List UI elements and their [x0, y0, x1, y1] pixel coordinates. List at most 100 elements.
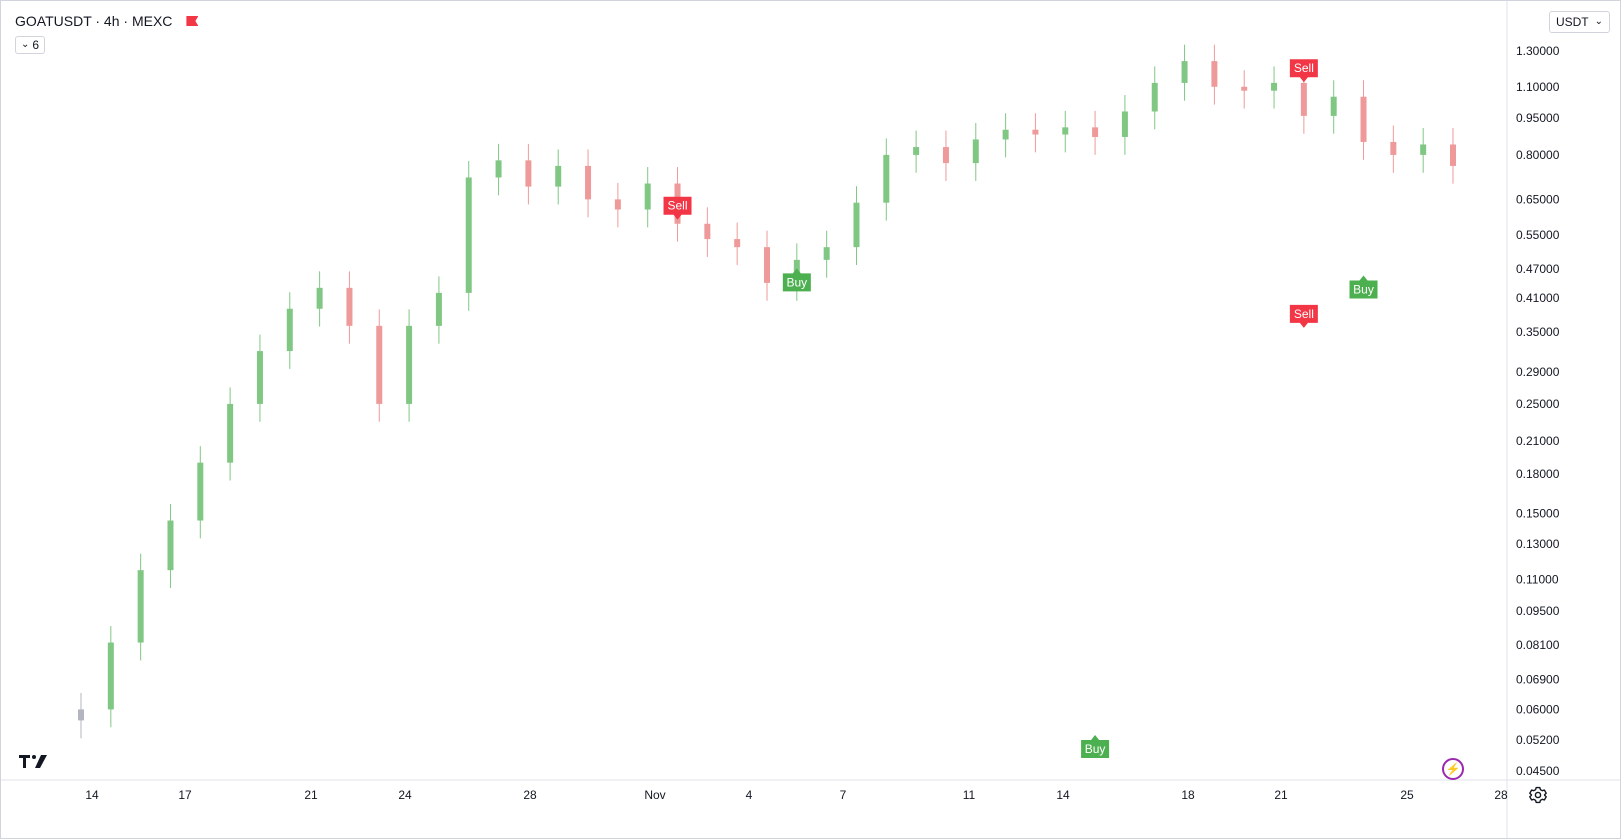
time-axis-label: 17	[178, 788, 192, 802]
time-axis-label: 28	[1494, 788, 1508, 802]
candle-body	[972, 139, 979, 164]
sell-signal-label: Sell	[1294, 307, 1314, 321]
price-axis-label: 0.04500	[1516, 764, 1560, 778]
price-axis-label: 0.35000	[1516, 325, 1560, 339]
price-axis-label: 0.21000	[1516, 434, 1560, 448]
candle-body	[107, 642, 114, 710]
candle-body	[1390, 141, 1397, 155]
buy-signal-label: Buy	[786, 275, 807, 289]
price-axis-label: 0.15000	[1516, 506, 1560, 520]
time-axis-label: 18	[1181, 788, 1195, 802]
price-axis-label: 0.25000	[1516, 397, 1560, 411]
candle-body	[734, 239, 741, 248]
candle-body	[1300, 82, 1307, 116]
buy-signal-marker[interactable]	[1349, 275, 1378, 299]
indicator-toggle-button[interactable]: ⌄ 6	[15, 36, 46, 54]
time-axis-label: 24	[398, 788, 412, 802]
sell-signal-marker[interactable]	[1289, 59, 1318, 83]
price-axis-label: 0.11000	[1516, 573, 1559, 587]
candle-body	[346, 287, 353, 326]
candle-body	[1450, 144, 1456, 166]
candle-body	[1121, 111, 1128, 137]
price-axis-label: 0.18000	[1516, 467, 1560, 481]
buy-signal-label: Buy	[1085, 742, 1106, 756]
time-axis-label: 14	[1056, 788, 1070, 802]
price-axis-label: 0.05200	[1516, 733, 1560, 747]
candle-body	[1420, 144, 1427, 155]
time-axis-label: 21	[304, 788, 318, 802]
chevron-down-icon: ⌄	[21, 39, 30, 50]
chevron-down-icon: ⌄	[1594, 16, 1603, 27]
sell-signal-label: Sell	[668, 199, 688, 213]
buy-signal-label: Buy	[1353, 282, 1374, 296]
candle-body	[853, 202, 860, 248]
indicator-count: 6	[32, 38, 40, 52]
candle-body	[256, 351, 263, 404]
tradingview-logo-icon[interactable]	[17, 752, 49, 770]
time-axis-label: Nov	[644, 788, 665, 802]
time-axis-label: 25	[1400, 788, 1414, 802]
candle-body	[1181, 61, 1188, 83]
price-axis-label: 0.80000	[1516, 148, 1560, 162]
price-axis-label: 0.09500	[1516, 604, 1560, 618]
candle-body	[525, 160, 532, 187]
candle-body	[316, 287, 323, 309]
candle-body	[227, 403, 234, 463]
candle-body	[1092, 127, 1099, 137]
time-axis-label: 14	[85, 788, 99, 802]
time-axis-label: 28	[523, 788, 537, 802]
price-axis-label: 0.06000	[1516, 702, 1560, 716]
time-axis-label: 7	[840, 788, 847, 802]
buy-signal-marker[interactable]	[782, 268, 811, 292]
symbol-title-row[interactable]: GOATUSDT · 4h · MEXC	[15, 13, 199, 29]
candle-body	[913, 147, 920, 155]
candle-body	[883, 154, 890, 203]
flag-icon[interactable]	[186, 16, 199, 26]
candle-body	[137, 570, 144, 643]
settings-icon[interactable]	[1529, 786, 1547, 804]
symbol-title[interactable]: GOATUSDT · 4h · MEXC	[15, 13, 173, 29]
candle-body	[376, 325, 383, 404]
price-axis-label: 0.65000	[1516, 192, 1560, 206]
candle-body	[435, 292, 442, 326]
time-axis-label: 21	[1274, 788, 1288, 802]
candle-body	[167, 520, 174, 571]
price-axis-label: 1.30000	[1516, 44, 1560, 58]
sell-signal-marker[interactable]	[1289, 304, 1318, 328]
price-axis-label: 0.06900	[1516, 672, 1560, 686]
price-axis-background[interactable]	[1509, 1, 1621, 839]
candle-body	[1211, 61, 1218, 87]
currency-label: USDT	[1555, 15, 1589, 29]
candle-body	[1241, 86, 1248, 91]
candle-body	[495, 160, 502, 178]
candle-body	[704, 223, 711, 240]
candle-body	[614, 199, 621, 210]
lightning-icon[interactable]: ⚡	[1442, 758, 1464, 780]
candle-body	[406, 325, 413, 404]
candle-body	[823, 247, 830, 260]
candle-body	[1151, 82, 1158, 112]
price-axis-label: 0.55000	[1516, 228, 1560, 242]
sell-signal-label: Sell	[1294, 61, 1314, 75]
price-axis-label: 0.47000	[1516, 262, 1560, 276]
candle-body	[1271, 82, 1278, 91]
candle-body	[465, 177, 472, 293]
buy-signal-marker[interactable]	[1081, 735, 1110, 759]
currency-select[interactable]: USDT ⌄	[1548, 11, 1610, 33]
candle-body	[1360, 96, 1367, 142]
sell-signal-marker[interactable]	[663, 196, 692, 220]
candle-body	[764, 247, 770, 283]
candle-body	[1062, 127, 1069, 135]
price-axis-label: 0.41000	[1516, 291, 1560, 305]
candle-body	[1002, 129, 1009, 140]
candle-body	[644, 183, 651, 210]
candle-body	[286, 308, 293, 352]
candle-body	[1032, 129, 1039, 135]
candle-body	[78, 709, 84, 721]
time-axis-label: 11	[963, 788, 976, 802]
time-axis-label: 4	[746, 788, 753, 802]
candle-body	[555, 165, 562, 187]
